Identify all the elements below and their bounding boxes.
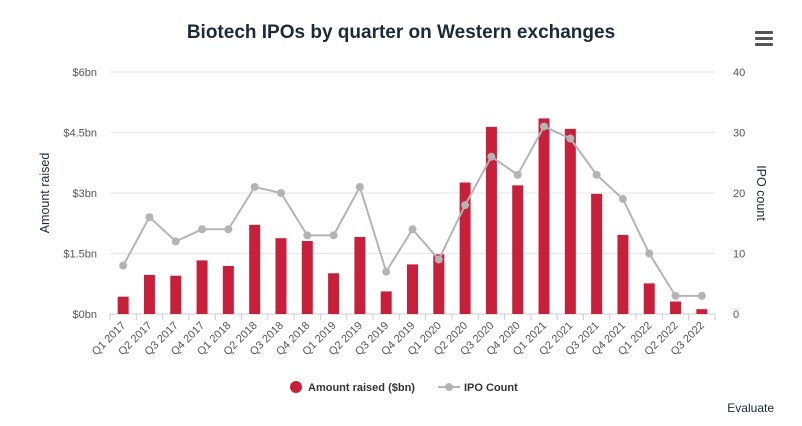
line-point[interactable] <box>540 122 549 131</box>
left-tick-label: $4.5bn <box>63 128 97 140</box>
right-tick-label: 10 <box>733 249 745 261</box>
right-tick-label: 20 <box>733 188 745 200</box>
line-point[interactable] <box>303 231 312 240</box>
left-tick-label: $0bn <box>73 309 97 321</box>
bar[interactable] <box>196 260 208 314</box>
bar[interactable] <box>670 301 682 314</box>
line-point[interactable] <box>697 291 706 300</box>
hamburger-menu-icon[interactable] <box>755 31 773 47</box>
bar[interactable] <box>249 224 261 314</box>
left-tick-label: $6bn <box>73 67 97 79</box>
bar[interactable] <box>643 283 655 314</box>
line-point[interactable] <box>408 225 417 234</box>
bar[interactable] <box>170 275 182 314</box>
right-axis-title: IPO count <box>754 165 768 221</box>
line-point[interactable] <box>119 261 128 270</box>
line-point[interactable] <box>382 267 391 276</box>
bar[interactable] <box>275 238 287 314</box>
line-point[interactable] <box>513 170 522 179</box>
legend-label-amount[interactable]: Amount raised ($bn) <box>308 382 415 394</box>
left-tick-label: $1.5bn <box>63 249 97 261</box>
legend-line-marker <box>445 383 453 391</box>
line-point[interactable] <box>618 195 627 204</box>
line-point[interactable] <box>276 189 285 197</box>
right-axis-ticks: 0 10 20 30 40 <box>733 67 745 321</box>
chart-title: Biotech IPOs by quarter on Western excha… <box>186 22 616 43</box>
legend-label-ipo-count[interactable]: IPO Count <box>464 382 518 394</box>
right-tick-label: 40 <box>733 67 745 79</box>
line-point[interactable] <box>592 170 601 179</box>
left-axis-title: Amount raised <box>38 153 52 234</box>
bar[interactable] <box>696 309 708 314</box>
bar[interactable] <box>564 128 576 314</box>
legend-bar-swatch <box>290 381 302 393</box>
line-point[interactable] <box>171 237 180 246</box>
bar[interactable] <box>591 193 603 314</box>
bar[interactable] <box>328 273 340 314</box>
line-point[interactable] <box>224 225 233 234</box>
line-point[interactable] <box>645 249 654 258</box>
line-point[interactable] <box>250 182 259 191</box>
bar[interactable] <box>485 126 497 314</box>
bar[interactable] <box>433 254 445 314</box>
left-tick-label: $3bn <box>73 188 97 200</box>
line-point[interactable] <box>434 255 443 264</box>
right-tick-label: 0 <box>733 309 739 321</box>
bar[interactable] <box>407 264 418 314</box>
right-tick-label: 30 <box>733 128 745 140</box>
line-series <box>119 122 706 300</box>
bar[interactable] <box>117 296 129 314</box>
line-point[interactable] <box>461 201 470 210</box>
bar[interactable] <box>301 240 313 314</box>
line-point[interactable] <box>329 231 338 240</box>
line-point[interactable] <box>198 225 207 234</box>
bar-series <box>117 118 708 314</box>
line-point[interactable] <box>671 291 680 300</box>
bar[interactable] <box>143 274 155 314</box>
bar[interactable] <box>538 118 550 314</box>
bar[interactable] <box>354 236 366 314</box>
bar[interactable] <box>222 266 234 314</box>
left-axis-ticks: $0bn $1.5bn $3bn $4.5bn $6bn <box>63 67 97 321</box>
legend: Amount raised ($bn) IPO Count <box>290 381 518 394</box>
bar[interactable] <box>617 234 629 314</box>
line-point[interactable] <box>355 182 364 191</box>
bar[interactable] <box>459 182 471 314</box>
line-point[interactable] <box>145 213 154 222</box>
bar[interactable] <box>512 185 524 314</box>
bar[interactable] <box>380 291 392 314</box>
line-point[interactable] <box>566 134 575 143</box>
line-point[interactable] <box>487 152 496 161</box>
evaluate-link[interactable]: Evaluate <box>727 401 774 415</box>
